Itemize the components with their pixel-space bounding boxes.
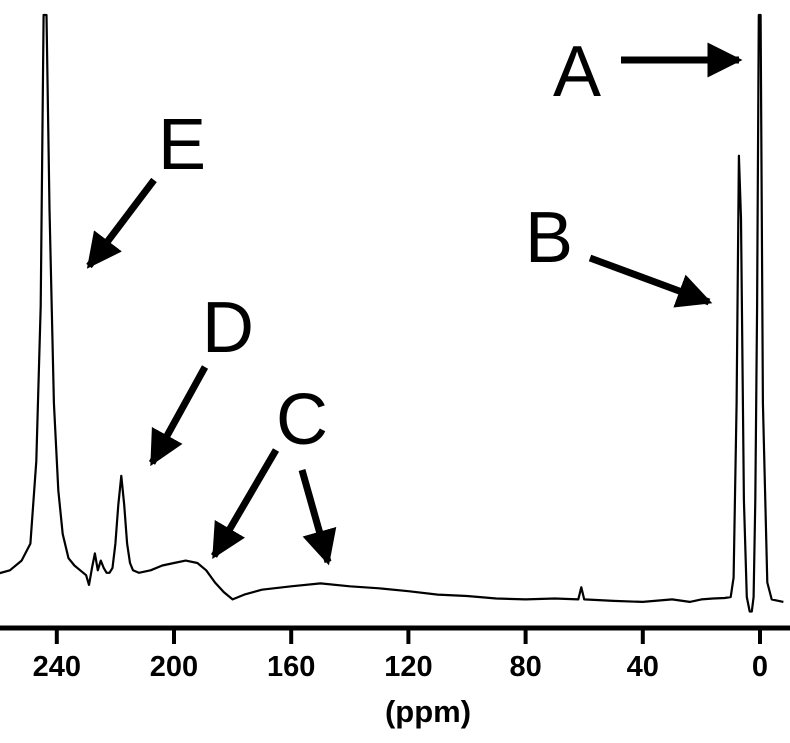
annotation-arrow-b: [588, 254, 713, 308]
annotation-arrow-c-left: [210, 448, 280, 560]
annotation-label-a: A: [553, 32, 601, 112]
annotation-a: A: [553, 32, 743, 112]
annotation-arrow-e: [86, 177, 157, 269]
spectrum-line: [0, 13, 784, 613]
annotation-e: E: [86, 105, 206, 269]
x-tick-label-200: 200: [150, 651, 198, 683]
x-axis-ticks: 240 200 160 120 80 40 0: [33, 628, 768, 683]
annotation-label-b: B: [525, 198, 573, 278]
annotation-b: B: [525, 198, 713, 308]
x-tick-label-40: 40: [627, 651, 659, 683]
annotation-arrow-d: [148, 365, 209, 467]
x-axis-title: (ppm): [385, 694, 471, 729]
annotation-arrow-c-right: [298, 469, 337, 566]
annotation-label-d: D: [202, 288, 254, 368]
x-tick-label-240: 240: [33, 651, 81, 683]
annotation-c: C: [210, 380, 337, 566]
x-tick-label-80: 80: [509, 651, 541, 683]
x-tick-label-120: 120: [384, 651, 432, 683]
plot-area: [0, 13, 784, 613]
x-tick-label-160: 160: [267, 651, 315, 683]
annotation-label-e: E: [158, 105, 206, 185]
x-tick-label-0: 0: [752, 651, 768, 683]
annotation-label-c: C: [276, 380, 328, 460]
annotation-d: D: [148, 288, 254, 467]
